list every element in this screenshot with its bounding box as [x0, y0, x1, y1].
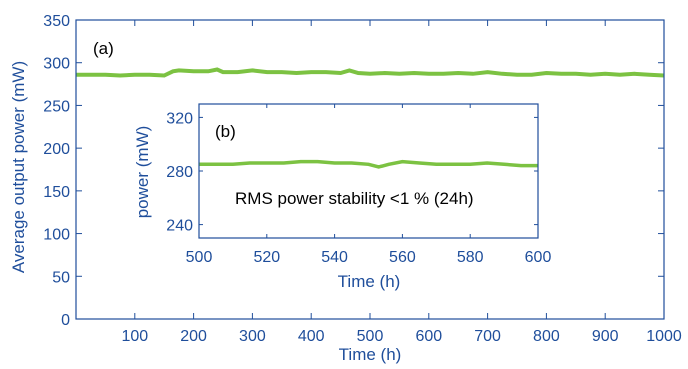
inset-y-tick-label: 280	[166, 164, 193, 181]
main-axis-ticks: 100 200 300 400 500 600 700 800 900 1000 0 50 100 150…	[43, 13, 682, 345]
inset-x-tick-label: 540	[321, 249, 348, 266]
inset-chart: 500 520 540 560 580 600 240 280 320 (b) RMS powe…	[133, 103, 551, 291]
main-y-tick-label: 200	[43, 141, 70, 158]
inset-background	[199, 104, 538, 238]
inset-panel-label: (b)	[215, 122, 236, 141]
inset-x-tick-label: 580	[457, 249, 484, 266]
main-y-tick-label: 150	[43, 184, 70, 201]
inset-annotation: RMS power stability <1 % (24h)	[235, 189, 474, 208]
main-x-tick-label: 400	[298, 328, 325, 345]
inset-y-tick-label: 320	[166, 110, 193, 127]
main-x-tick-label: 1000	[646, 328, 682, 345]
main-x-tick-label: 800	[533, 328, 560, 345]
main-y-tick-label: 100	[43, 227, 70, 244]
main-x-tick-label: 600	[415, 328, 442, 345]
main-x-tick-label: 100	[121, 328, 148, 345]
main-x-axis-label: Time (h)	[339, 345, 402, 364]
main-plot-frame	[75, 19, 665, 320]
inset-power-series-line	[199, 159, 538, 169]
main-chart: 100 200 300 400 500 600 700 800 900 1000 0 50 100 150…	[9, 13, 682, 364]
main-y-tick-label: 0	[61, 312, 70, 329]
inset-x-tick-label: 500	[186, 249, 213, 266]
inset-y-tick-label: 240	[166, 218, 193, 235]
main-y-tick-label: 50	[52, 269, 70, 286]
inset-x-axis-label: Time (h)	[338, 272, 401, 291]
main-y-tick-label: 350	[43, 13, 70, 30]
main-panel-label: (a)	[93, 39, 114, 58]
main-x-tick-label: 200	[180, 328, 207, 345]
main-x-tick-label: 500	[357, 328, 384, 345]
inset-x-tick-label: 600	[525, 249, 552, 266]
main-x-tick-label: 700	[474, 328, 501, 345]
main-power-series-line	[76, 67, 665, 78]
inset-x-tick-label: 560	[389, 249, 416, 266]
inset-plot-frame	[198, 103, 539, 239]
main-x-tick-label: 300	[239, 328, 266, 345]
main-x-tick-label: 900	[592, 328, 619, 345]
main-y-tick-label: 300	[43, 56, 70, 73]
inset-x-tick-label: 520	[253, 249, 280, 266]
inset-y-axis-label: power (mW)	[133, 126, 152, 219]
main-y-tick-label: 250	[43, 98, 70, 115]
inset-axis-ticks: 500 520 540 560 580 600 240 280 320	[166, 104, 551, 266]
main-y-axis-label: Average output power (mW)	[9, 61, 28, 273]
